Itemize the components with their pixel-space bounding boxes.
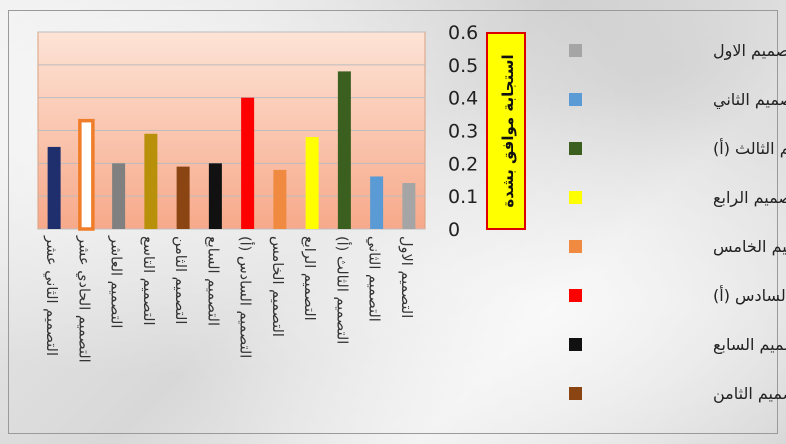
y-axis-title: استجابة موافق بشدة	[499, 54, 517, 207]
legend-label: التصميم الاول	[713, 41, 786, 61]
bar-11	[370, 176, 384, 229]
y-tick-label: 0.5	[448, 55, 478, 77]
y-tick-label: 0.3	[448, 121, 478, 143]
bar-4	[144, 133, 158, 229]
category-label: التصميم الخامس	[269, 236, 285, 337]
y-tick-label: 0	[448, 219, 460, 241]
category-label-group: التصميم الثامن	[172, 236, 188, 324]
category-label: التصميم الثاني	[366, 236, 382, 322]
category-label-group: التصميم الثالث (أ)	[333, 236, 352, 344]
bar-5	[176, 166, 190, 229]
legend-label: التصميم الرابع	[713, 188, 786, 208]
category-label-group: التصميم الرابع	[301, 236, 317, 321]
bar-2	[78, 118, 95, 231]
category-label-group: التصميم الحادي عشر	[75, 235, 91, 363]
category-label: التصميم الثالث (أ)	[333, 236, 352, 344]
category-label-group: التصميم التاسع	[140, 236, 156, 326]
legend-swatch	[569, 93, 582, 106]
category-label: التصميم التاسع	[140, 236, 156, 326]
legend-swatch	[569, 240, 582, 253]
y-tick-label: 0.6	[448, 22, 478, 44]
chart-frame	[8, 10, 778, 434]
category-label: التصميم العاشر	[108, 235, 124, 328]
bar-7	[241, 97, 255, 230]
legend-swatch	[569, 191, 582, 204]
category-label-group: التصميم العاشر	[108, 235, 124, 328]
legend-label: التصميم السادس (أ)	[713, 285, 786, 305]
category-label: التصميم الحادي عشر	[75, 235, 91, 363]
category-label: التصميم الثامن	[172, 236, 188, 324]
y-axis-title-box	[486, 32, 526, 230]
bar-9	[305, 137, 319, 229]
legend-label: التصميم الثاني	[713, 90, 786, 110]
legend-label: التصميم السابع	[713, 335, 786, 355]
category-label: التصميم السابع	[204, 236, 220, 326]
legend-swatch	[569, 44, 582, 57]
y-tick-label: 0.1	[448, 186, 478, 208]
category-label-group: التصميم الخامس	[269, 236, 285, 337]
legend-label: التصميم الخامس	[713, 237, 786, 257]
y-axis-title-group: استجابة موافق بشدة	[499, 54, 517, 207]
category-label-group: التصميم السابع	[204, 236, 220, 326]
bar-1	[47, 146, 61, 229]
bar-3	[112, 163, 126, 229]
category-label-group: التصميم الاول	[398, 236, 414, 318]
category-label: التصميم الاول	[398, 236, 414, 318]
legend-swatch	[569, 142, 582, 155]
category-label-group: التصميم الثاني عشر	[43, 235, 59, 356]
legend-label: التصميم الثامن	[713, 384, 786, 404]
y-tick-label: 0.4	[448, 88, 478, 110]
bar-12	[402, 183, 416, 229]
category-label: التصميم الرابع	[301, 236, 317, 321]
category-label-group: التصميم السادس (أ)	[237, 236, 256, 358]
legend-swatch	[569, 387, 582, 400]
category-label: التصميم السادس (أ)	[237, 236, 256, 358]
category-label-group: التصميم الثاني	[366, 236, 382, 322]
legend-label: التصميم الثالث (أ)	[713, 138, 786, 158]
bar-8	[273, 169, 287, 229]
bar-6	[208, 163, 222, 229]
y-tick-label: 0.2	[448, 153, 478, 175]
legend-swatch	[569, 289, 582, 302]
bar-10	[337, 71, 351, 230]
legend-swatch	[569, 338, 582, 351]
category-label: التصميم الثاني عشر	[43, 235, 59, 356]
